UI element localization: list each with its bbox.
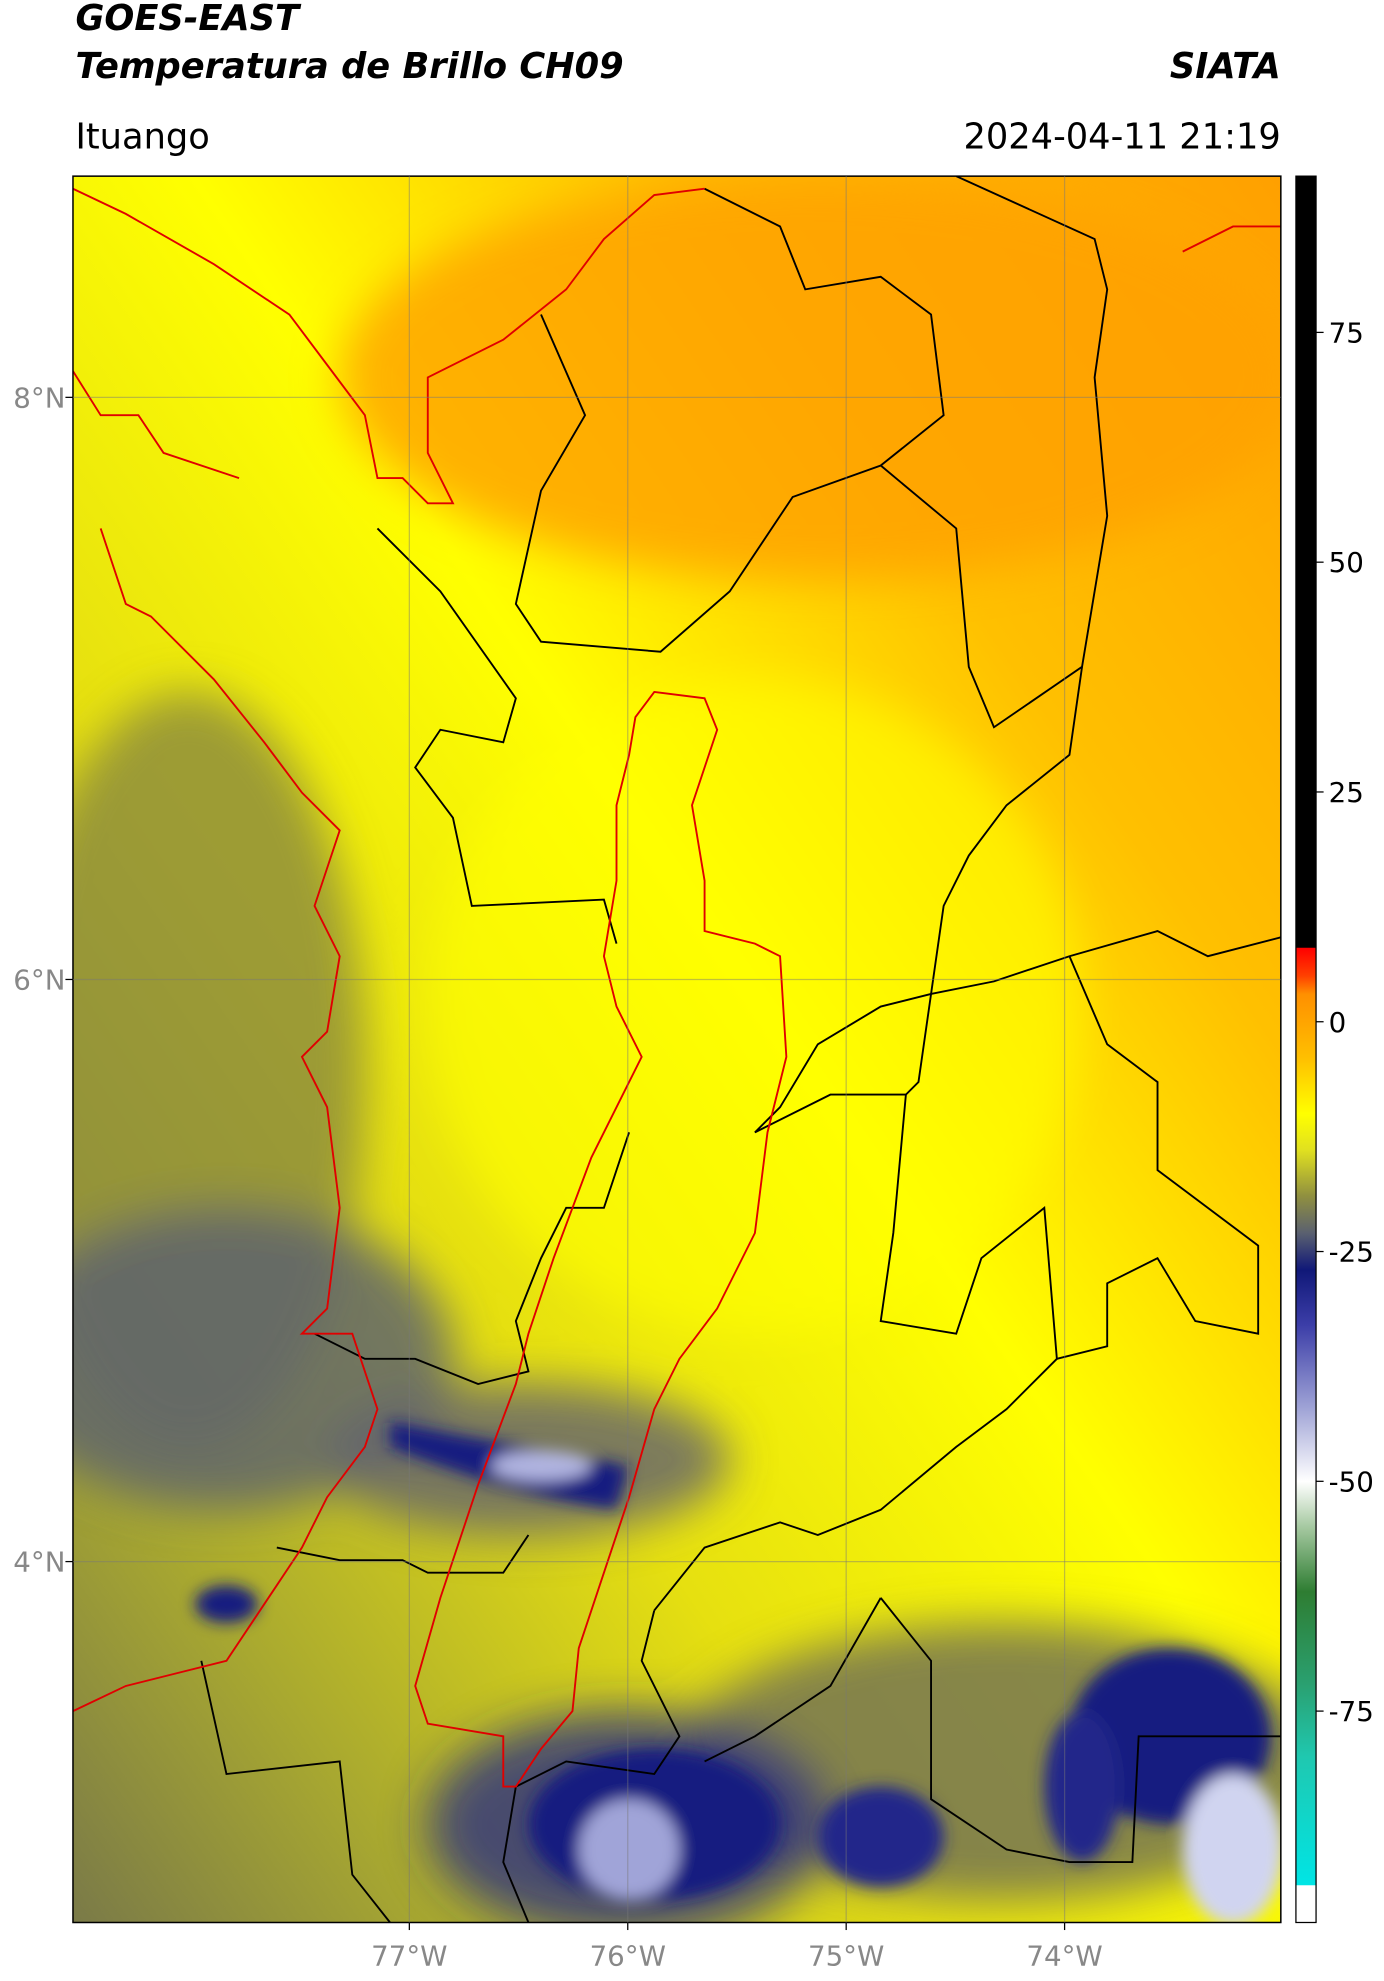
subtitle: Temperatura de Brillo CH09 bbox=[75, 46, 623, 87]
title: GOES-EAST bbox=[75, 0, 302, 39]
x-tick-label: 77°W bbox=[371, 1939, 447, 1972]
location: Ituango bbox=[75, 116, 209, 157]
datetime: 2024-04-11 21:19 bbox=[963, 116, 1280, 157]
x-tick-label: 74°W bbox=[1026, 1939, 1102, 1972]
colorbar-tick-label: -25 bbox=[1329, 1236, 1374, 1269]
colorbar-tick-label: 50 bbox=[1329, 546, 1364, 579]
y-tick-label: 4°N bbox=[13, 1546, 65, 1579]
graticule: 77°W 76°W 75°W 74°W 4°N 6°N 8°N bbox=[13, 176, 1281, 1972]
colorbar bbox=[1295, 175, 1317, 1924]
y-tick-label: 8°N bbox=[13, 381, 65, 414]
colorbar-tick-label: 0 bbox=[1329, 1006, 1347, 1039]
colorbar-tick-label: 75 bbox=[1329, 316, 1364, 349]
colorbar-tick-label: 25 bbox=[1329, 776, 1364, 809]
map-image bbox=[72, 176, 1281, 1923]
x-tick-label: 75°W bbox=[808, 1939, 884, 1972]
map-frame bbox=[72, 175, 1282, 1924]
colorbar-tick-label: -75 bbox=[1329, 1695, 1374, 1728]
source: SIATA bbox=[1170, 46, 1281, 87]
y-tick-label: 6°N bbox=[13, 964, 65, 997]
colorbar-tick-label: -50 bbox=[1329, 1465, 1374, 1498]
x-tick-label: 76°W bbox=[590, 1939, 666, 1972]
